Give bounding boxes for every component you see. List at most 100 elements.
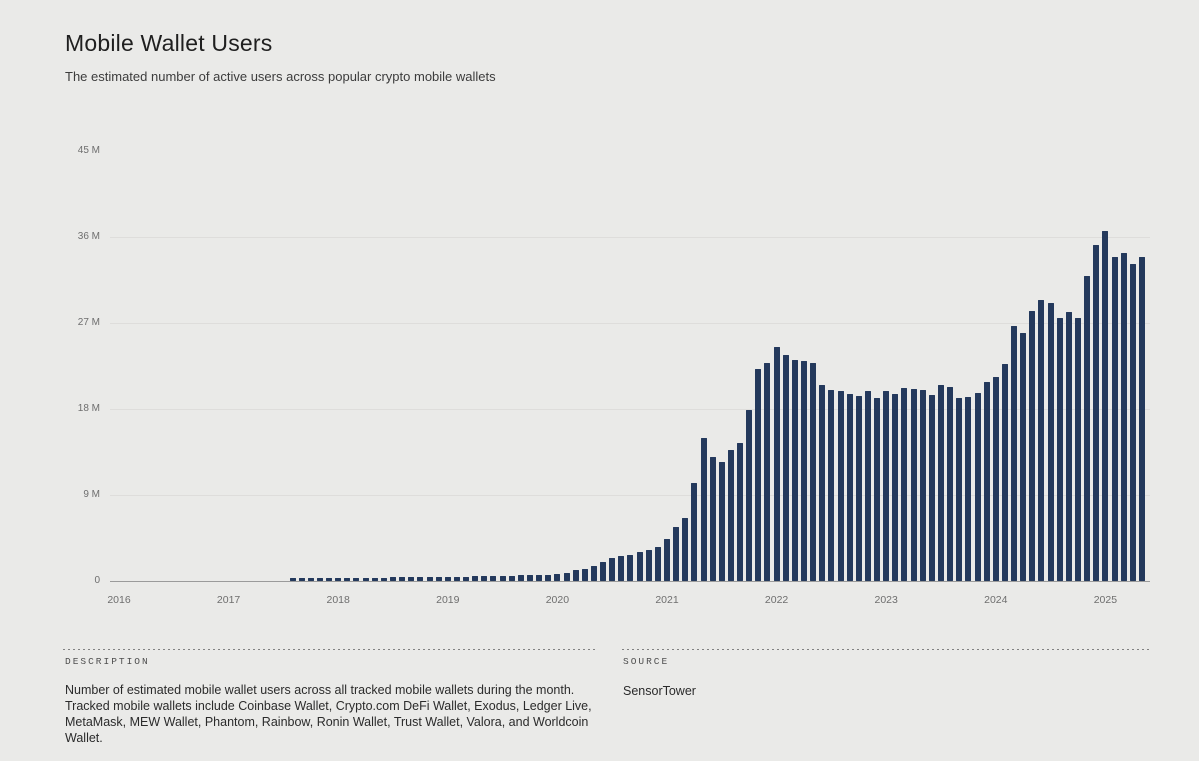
bar[interactable] bbox=[526, 575, 533, 581]
bar[interactable] bbox=[289, 578, 296, 581]
x-axis-label: 2017 bbox=[216, 594, 241, 606]
bar[interactable] bbox=[298, 578, 305, 581]
source-divider bbox=[622, 649, 1152, 650]
bar[interactable] bbox=[773, 346, 780, 581]
bar[interactable] bbox=[1093, 244, 1100, 581]
bar[interactable] bbox=[389, 577, 396, 581]
bar[interactable] bbox=[1111, 257, 1118, 581]
bar[interactable] bbox=[937, 385, 944, 581]
bar[interactable] bbox=[764, 363, 771, 581]
bar[interactable] bbox=[581, 568, 588, 581]
bar[interactable] bbox=[727, 450, 734, 581]
bar[interactable] bbox=[545, 575, 552, 581]
bar[interactable] bbox=[910, 388, 917, 581]
bar[interactable] bbox=[846, 393, 853, 581]
x-axis-label: 2024 bbox=[984, 594, 1008, 606]
bar[interactable] bbox=[408, 577, 415, 581]
bar[interactable] bbox=[974, 392, 981, 581]
bar[interactable] bbox=[380, 577, 387, 581]
page-subtitle: The estimated number of active users acr… bbox=[65, 69, 496, 84]
bar[interactable] bbox=[335, 577, 342, 581]
bar[interactable] bbox=[791, 360, 798, 581]
bar[interactable] bbox=[1102, 231, 1109, 581]
bar[interactable] bbox=[956, 398, 963, 581]
bar[interactable] bbox=[901, 387, 908, 581]
bar[interactable] bbox=[371, 577, 378, 581]
bar[interactable] bbox=[435, 576, 442, 581]
bar[interactable] bbox=[883, 390, 890, 581]
bar[interactable] bbox=[508, 575, 515, 581]
bar[interactable] bbox=[1056, 318, 1063, 581]
bar[interactable] bbox=[1065, 311, 1072, 581]
bar[interactable] bbox=[892, 393, 899, 581]
bar[interactable] bbox=[983, 382, 990, 581]
bar[interactable] bbox=[654, 546, 661, 581]
bar[interactable] bbox=[737, 443, 744, 581]
bar[interactable] bbox=[1020, 332, 1027, 581]
bar[interactable] bbox=[682, 517, 689, 581]
bar[interactable] bbox=[536, 575, 543, 581]
bar[interactable] bbox=[1029, 310, 1036, 581]
bar[interactable] bbox=[1038, 300, 1045, 581]
bar[interactable] bbox=[828, 389, 835, 581]
bar[interactable] bbox=[864, 390, 871, 581]
bar[interactable] bbox=[636, 552, 643, 581]
bar[interactable] bbox=[362, 577, 369, 581]
bar[interactable] bbox=[691, 482, 698, 581]
bar[interactable] bbox=[472, 576, 479, 581]
bar[interactable] bbox=[572, 570, 579, 581]
bar[interactable] bbox=[700, 437, 707, 581]
bar[interactable] bbox=[718, 461, 725, 581]
bar[interactable] bbox=[399, 577, 406, 581]
bar[interactable] bbox=[1084, 276, 1091, 581]
bar[interactable] bbox=[1074, 318, 1081, 581]
bar[interactable] bbox=[965, 396, 972, 581]
bar[interactable] bbox=[855, 395, 862, 581]
bar[interactable] bbox=[919, 389, 926, 581]
bar[interactable] bbox=[947, 387, 954, 581]
bar[interactable] bbox=[554, 574, 561, 581]
bar[interactable] bbox=[819, 385, 826, 581]
bar[interactable] bbox=[663, 538, 670, 581]
bar[interactable] bbox=[563, 573, 570, 581]
bar[interactable] bbox=[326, 577, 333, 581]
bar[interactable] bbox=[481, 576, 488, 581]
bar[interactable] bbox=[673, 526, 680, 581]
bar[interactable] bbox=[1001, 364, 1008, 581]
bar[interactable] bbox=[746, 409, 753, 581]
bar[interactable] bbox=[307, 578, 314, 581]
bar[interactable] bbox=[755, 368, 762, 581]
bar[interactable] bbox=[1129, 263, 1136, 581]
bar[interactable] bbox=[344, 577, 351, 581]
bar[interactable] bbox=[1120, 253, 1127, 581]
bar[interactable] bbox=[1138, 257, 1145, 581]
bar[interactable] bbox=[426, 576, 433, 581]
bar[interactable] bbox=[490, 576, 497, 581]
bar[interactable] bbox=[800, 361, 807, 581]
bar[interactable] bbox=[810, 363, 817, 581]
bar[interactable] bbox=[609, 558, 616, 581]
bar[interactable] bbox=[417, 577, 424, 581]
bar[interactable] bbox=[874, 398, 881, 581]
bar[interactable] bbox=[1011, 325, 1018, 581]
bar[interactable] bbox=[444, 576, 451, 581]
bar[interactable] bbox=[837, 390, 844, 581]
bar[interactable] bbox=[453, 576, 460, 581]
bar[interactable] bbox=[1047, 302, 1054, 581]
source-label: SOURCE bbox=[623, 656, 670, 667]
bar[interactable] bbox=[645, 550, 652, 581]
bar[interactable] bbox=[627, 555, 634, 581]
bar[interactable] bbox=[316, 577, 323, 581]
bar[interactable] bbox=[709, 456, 716, 581]
bar[interactable] bbox=[517, 575, 524, 581]
bar[interactable] bbox=[618, 556, 625, 581]
bar[interactable] bbox=[590, 565, 597, 581]
bar[interactable] bbox=[353, 577, 360, 581]
bar[interactable] bbox=[600, 561, 607, 581]
bar[interactable] bbox=[782, 354, 789, 581]
bar[interactable] bbox=[992, 377, 999, 581]
bar[interactable] bbox=[499, 575, 506, 581]
bar[interactable] bbox=[463, 576, 470, 581]
bar[interactable] bbox=[928, 394, 935, 581]
